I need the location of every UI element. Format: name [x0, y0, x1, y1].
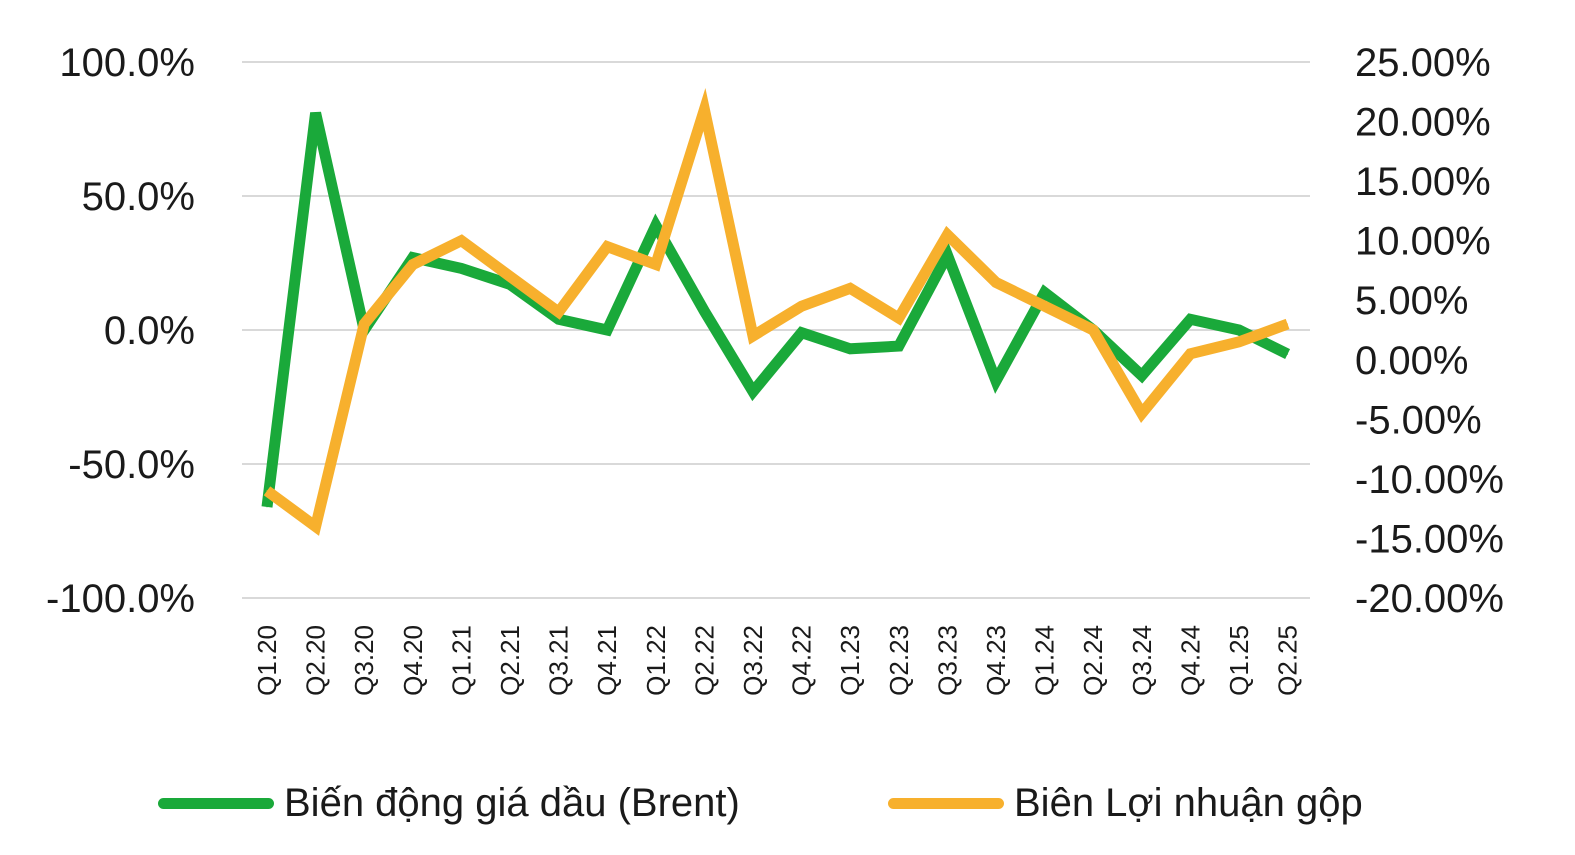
- series-1-point: [509, 275, 511, 277]
- category-label: Q1.22: [641, 625, 671, 696]
- legend: Biến động giá dầu (Brent) Biên Lợi nhuận…: [0, 768, 1575, 838]
- series-0-point: [509, 283, 511, 285]
- category-label: Q3.21: [544, 625, 574, 696]
- category-label: Q2.25: [1273, 625, 1303, 696]
- series-line-1: [263, 88, 1290, 536]
- legend-label-brent: Biến động giá dầu (Brent): [284, 780, 740, 825]
- series-1-point: [1044, 305, 1046, 307]
- series-1-point: [703, 109, 705, 111]
- right-tick-label: 15.00%: [1355, 160, 1491, 204]
- category-label: Q1.25: [1224, 625, 1254, 696]
- series-1-point: [1141, 412, 1143, 414]
- series-1-point: [801, 305, 803, 307]
- series-1-point: [1189, 353, 1191, 355]
- category-label: Q4.23: [981, 625, 1011, 696]
- series-0-point: [1141, 375, 1143, 377]
- series-0-point: [1287, 353, 1289, 355]
- legend-label-margin: Biên Lợi nhuận gộp: [1014, 780, 1363, 825]
- series-0-point: [412, 257, 414, 259]
- left-tick-label: 50.0%: [82, 175, 195, 219]
- x-axis-ticks: Q1.20 Q2.20 Q3.20 Q4.20 Q1.21 Q2.21 Q3.21 Q4.21…: [252, 625, 1303, 696]
- category-label: Q4.20: [398, 625, 428, 696]
- series-1-point: [995, 281, 997, 283]
- legend-item-margin: Biên Lợi nhuận gộp: [888, 768, 1363, 838]
- left-tick-label: -100.0%: [46, 577, 195, 621]
- series-1-point: [849, 287, 851, 289]
- series-line-0: [261, 111, 1291, 508]
- category-label: Q1.24: [1030, 625, 1060, 696]
- series-0-point: [1238, 329, 1240, 331]
- category-label: Q3.24: [1127, 625, 1157, 696]
- series-1-point: [752, 335, 754, 337]
- series-1-point: [266, 490, 268, 492]
- series-0-point: [655, 224, 657, 226]
- series-1-point: [898, 317, 900, 319]
- legend-swatch-brent: [158, 797, 274, 809]
- series-1-point: [1092, 329, 1094, 331]
- series-0-point: [946, 254, 948, 256]
- series-1-point: [412, 263, 414, 265]
- series-0-point: [315, 112, 317, 114]
- series-1-point: [363, 323, 365, 325]
- series-0-point: [266, 506, 268, 508]
- series-0-point: [703, 310, 705, 312]
- series-0-point: [898, 345, 900, 347]
- series-lines: [261, 88, 1291, 536]
- category-label: Q2.21: [495, 625, 525, 696]
- series-0-point: [606, 329, 608, 331]
- series-0-point: [1044, 291, 1046, 293]
- left-axis-ticks: 100.0% 50.0% 0.0% -50.0% -100.0%: [46, 41, 195, 621]
- legend-item-brent: Biến động giá dầu (Brent): [158, 768, 740, 838]
- category-label: Q2.24: [1078, 625, 1108, 696]
- category-label: Q2.22: [689, 625, 719, 696]
- left-tick-label: 100.0%: [59, 41, 195, 85]
- right-tick-label: 0.00%: [1355, 339, 1468, 383]
- category-label: Q2.20: [301, 625, 331, 696]
- right-tick-label: -5.00%: [1355, 398, 1482, 442]
- series-0-point: [460, 267, 462, 269]
- series-1-point: [558, 311, 560, 313]
- category-label: Q3.23: [932, 625, 962, 696]
- category-label: Q3.20: [349, 625, 379, 696]
- series-1-point: [606, 246, 608, 248]
- series-0-point: [752, 391, 754, 393]
- series-1-point: [1287, 323, 1289, 325]
- category-label: Q1.21: [446, 625, 476, 696]
- right-tick-label: 5.00%: [1355, 279, 1468, 323]
- right-axis-ticks: 25.00% 20.00% 15.00% 10.00% 5.00% 0.00% -5.00%…: [1355, 41, 1504, 621]
- category-label: Q1.20: [252, 625, 282, 696]
- category-label: Q4.22: [787, 625, 817, 696]
- category-label: Q2.23: [884, 625, 914, 696]
- series-1-point: [460, 240, 462, 242]
- right-tick-label: -15.00%: [1355, 517, 1504, 561]
- gridlines: [242, 61, 1310, 599]
- right-tick-label: -10.00%: [1355, 458, 1504, 502]
- series-1-point: [655, 263, 657, 265]
- series-0-point: [995, 380, 997, 382]
- right-tick-label: 20.00%: [1355, 101, 1491, 145]
- series-1-point: [946, 234, 948, 236]
- series-0-point: [849, 348, 851, 350]
- left-tick-label: 0.0%: [104, 309, 195, 353]
- category-label: Q1.23: [835, 625, 865, 696]
- right-tick-label: -20.00%: [1355, 577, 1504, 621]
- series-0-point: [1189, 318, 1191, 320]
- left-tick-label: -50.0%: [68, 443, 195, 487]
- right-tick-label: 25.00%: [1355, 41, 1491, 85]
- series-0-point: [801, 332, 803, 334]
- right-tick-label: 10.00%: [1355, 220, 1491, 264]
- series-1-point: [1238, 341, 1240, 343]
- series-1-point: [315, 526, 317, 528]
- legend-swatch-margin: [888, 797, 1004, 809]
- category-label: Q4.24: [1175, 625, 1205, 696]
- category-label: Q3.22: [738, 625, 768, 696]
- category-label: Q4.21: [592, 625, 622, 696]
